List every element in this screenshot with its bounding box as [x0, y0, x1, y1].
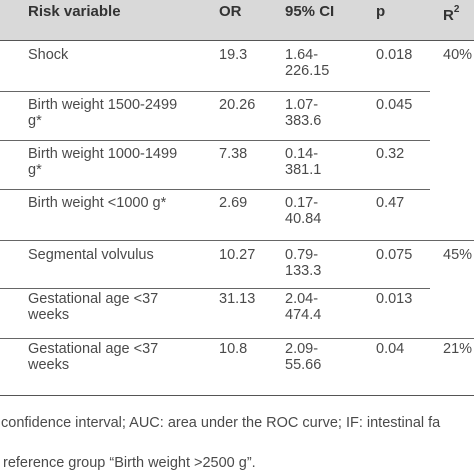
header-risk-variable: Risk variable [28, 3, 121, 20]
cell-ci: 0.79- 133.3 [285, 247, 322, 279]
cell-p: 0.018 [376, 47, 413, 63]
cell-or: 10.8 [219, 341, 248, 357]
cell-ci: 1.64- 226.15 [285, 47, 330, 79]
row-separator [0, 189, 430, 190]
cell-or: 20.26 [219, 97, 256, 113]
cell-or: 7.38 [219, 146, 248, 162]
row-separator [0, 240, 474, 241]
cell-or: 31.13 [219, 291, 256, 307]
cell-risk-variable: Gestational age <37 weeks [28, 341, 159, 373]
cell-risk-variable: Birth weight 1000-1499 g* [28, 146, 178, 178]
table-bottom-rule [0, 395, 474, 396]
cell-p: 0.32 [376, 146, 405, 162]
row-separator [0, 288, 430, 289]
cell-or: 10.27 [219, 247, 256, 263]
row-separator [0, 91, 430, 92]
cell-r2: 40% [443, 47, 473, 63]
header-r2: R2 [443, 0, 459, 24]
header-p: p [376, 3, 386, 20]
header-r2-superscript: 2 [453, 4, 460, 15]
cell-risk-variable: Birth weight 1500-2499 g* [28, 97, 178, 129]
cell-ci: 0.14- 381.1 [285, 146, 322, 178]
cell-risk-variable: Segmental volvulus [28, 247, 154, 263]
header-ci: 95% CI [285, 3, 335, 20]
cell-r2: 45% [443, 247, 473, 263]
cell-or: 19.3 [219, 47, 248, 63]
cell-ci: 2.09- 55.66 [285, 341, 322, 373]
header-or: OR [219, 3, 242, 20]
cell-p: 0.013 [376, 291, 413, 307]
footnote-abbreviations: confidence interval; AUC: area under the… [1, 415, 441, 431]
cell-or: 2.69 [219, 195, 248, 211]
cell-ci: 2.04- 474.4 [285, 291, 322, 323]
cell-p: 0.045 [376, 97, 413, 113]
table-header: Risk variable OR 95% CI p R2 [0, 0, 474, 40]
cell-ci: 0.17- 40.84 [285, 195, 322, 227]
cell-ci: 1.07- 383.6 [285, 97, 322, 129]
cell-risk-variable: Gestational age <37 weeks [28, 291, 159, 323]
cell-risk-variable: Shock [28, 47, 69, 63]
footnote-reference-group: reference group “Birth weight >2500 g”. [3, 455, 256, 471]
cell-p: 0.075 [376, 247, 413, 263]
row-separator [0, 140, 430, 141]
header-bottom-rule [0, 40, 474, 41]
cell-p: 0.04 [376, 341, 405, 357]
row-separator [0, 338, 474, 339]
header-r2-base: R [443, 7, 454, 24]
cell-p: 0.47 [376, 195, 405, 211]
cell-r2: 21% [443, 341, 473, 357]
cell-risk-variable: Birth weight <1000 g* [28, 195, 167, 211]
